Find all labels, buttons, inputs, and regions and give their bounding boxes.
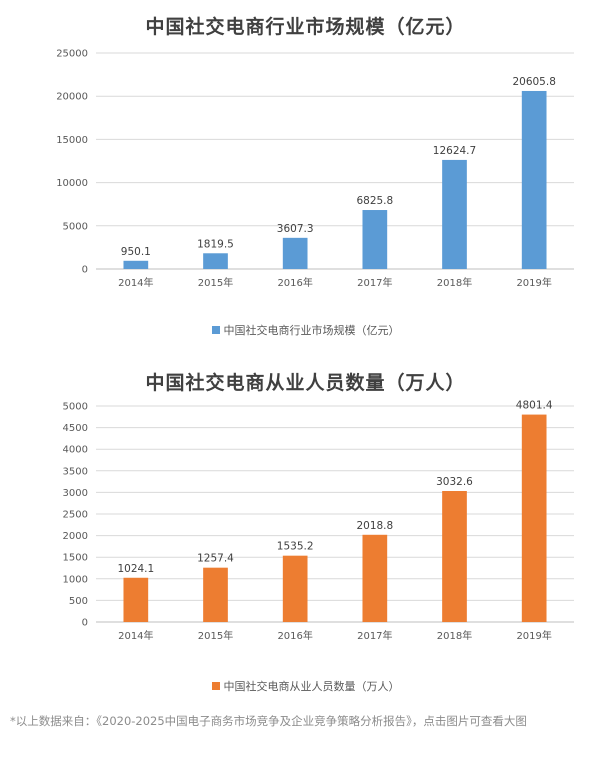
data-label: 1535.2 <box>277 541 314 553</box>
bar <box>362 534 388 622</box>
y-tick-label: 2500 <box>63 510 88 521</box>
bar <box>442 490 467 622</box>
data-label: 20605.8 <box>512 76 555 88</box>
y-tick-label: 4500 <box>63 423 88 434</box>
legend-label: 中国社交电商从业人员数量（万人） <box>223 680 400 693</box>
y-tick-label: 5000 <box>63 221 88 232</box>
x-tick-label: 2015年 <box>198 629 233 642</box>
x-tick-label: 2016年 <box>277 276 312 289</box>
legend-swatch <box>211 682 220 690</box>
legend-label: 中国社交电商行业市场规模（亿元） <box>223 324 400 337</box>
y-tick-label: 0 <box>82 618 88 629</box>
bar <box>362 210 388 269</box>
market-size-plot: 0 5000 10000 15000 20000 25000 950.1 2014年 1819.… <box>56 49 574 289</box>
chart-title: 中国社交电商行业市场规模（亿元） <box>145 16 466 38</box>
data-label: 4801.4 <box>516 400 553 412</box>
data-label: 6825.8 <box>356 195 393 207</box>
data-label: 12624.7 <box>433 145 476 157</box>
y-tick-label: 10000 <box>56 178 88 189</box>
market-size-chart: 中国社交电商行业市场规模（亿元） 0 5000 10000 15000 20000 250… <box>0 0 611 350</box>
x-tick-label: 2014年 <box>118 276 153 289</box>
x-tick-label: 2019年 <box>516 629 551 642</box>
y-tick-label: 1000 <box>63 574 88 585</box>
x-tick-label: 2018年 <box>437 276 472 289</box>
bar <box>282 237 308 269</box>
data-label: 1257.4 <box>197 553 234 565</box>
x-tick-label: 2017年 <box>357 629 392 642</box>
x-tick-label: 2014年 <box>118 629 153 642</box>
y-tick-label: 1500 <box>63 553 88 564</box>
legend-swatch <box>211 326 220 334</box>
y-tick-label: 5000 <box>63 402 88 413</box>
bar <box>282 555 308 622</box>
y-tick-label: 500 <box>69 596 88 607</box>
y-tick-label: 0 <box>82 265 88 276</box>
data-label: 3032.6 <box>436 476 473 488</box>
chart-legend: 中国社交电商从业人员数量（万人） <box>0 678 611 694</box>
x-tick-label: 2016年 <box>277 629 312 642</box>
bar <box>203 567 228 622</box>
y-tick-label: 2000 <box>63 531 88 542</box>
data-label: 950.1 <box>121 246 151 258</box>
y-tick-label: 3500 <box>63 466 88 477</box>
chart-title: 中国社交电商从业人员数量（万人） <box>145 372 466 394</box>
data-label: 3607.3 <box>277 223 314 235</box>
bar <box>521 90 547 270</box>
y-tick-label: 4000 <box>63 445 88 456</box>
bar <box>123 260 149 269</box>
employee-count-chart: 中国社交电商从业人员数量（万人） 0 500 1000 1500 2000 2500 300… <box>0 358 611 700</box>
data-label: 2018.8 <box>356 520 393 532</box>
bar <box>123 577 149 622</box>
data-label: 1819.5 <box>197 238 234 250</box>
bar <box>442 159 467 269</box>
x-tick-label: 2017年 <box>357 276 392 289</box>
bar <box>521 414 547 622</box>
y-tick-label: 3000 <box>63 488 88 499</box>
x-tick-label: 2015年 <box>198 276 233 289</box>
employee-count-plot: 0 500 1000 1500 2000 2500 3000 3500 4000 4500 5000… <box>63 400 574 642</box>
x-tick-label: 2019年 <box>516 276 551 289</box>
x-tick-label: 2018年 <box>437 629 472 642</box>
bar <box>203 253 228 269</box>
y-tick-label: 25000 <box>56 49 88 60</box>
y-tick-label: 15000 <box>56 135 88 146</box>
data-label: 1024.1 <box>117 563 154 575</box>
y-tick-label: 20000 <box>56 92 88 103</box>
chart-legend: 中国社交电商行业市场规模（亿元） <box>0 322 611 338</box>
source-footnote: *以上数据来自：《2020-2025中国电子商务市场竞争及企业竞争策略分析报告》… <box>10 714 527 728</box>
